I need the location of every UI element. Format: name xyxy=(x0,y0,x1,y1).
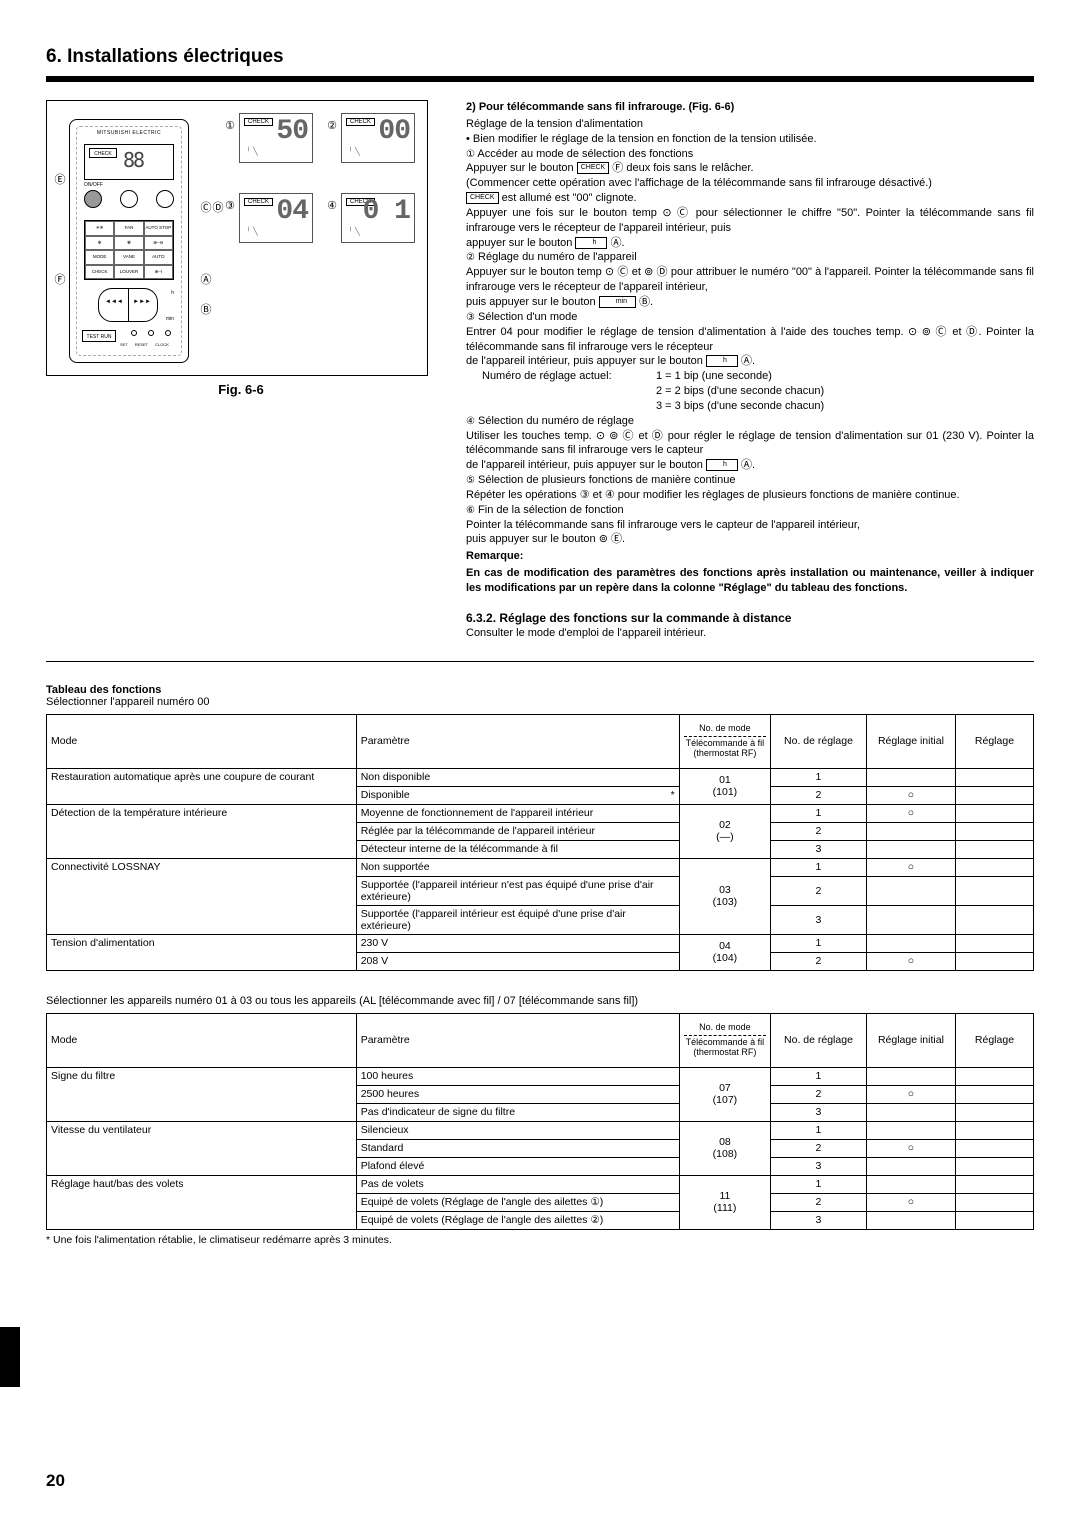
table-between-text: Sélectionner les appareils numéro 01 à 0… xyxy=(46,995,1034,1007)
figure-box: MITSUBISHI ELECTRIC CHECK 88 ON/OFF ☀︎❄︎… xyxy=(46,100,428,376)
remark-label: Remarque: xyxy=(466,549,1034,564)
body-text: ② Réglage du numéro de l'appareil xyxy=(466,250,1034,265)
remote-top-buttons xyxy=(84,190,174,208)
callout-1: ① xyxy=(223,119,237,133)
remote-rocker: ◄◄◄ ►►► xyxy=(98,288,158,322)
figure-caption: Fig. 6-6 xyxy=(46,382,436,397)
table-subtitle: Sélectionner l'appareil numéro 00 xyxy=(46,696,1034,708)
section-rule xyxy=(46,76,1034,82)
body-text: appuyer sur le bouton h Ⓐ. xyxy=(466,236,1034,251)
body-text: CHECK est allumé est "00" clignote. xyxy=(466,191,1034,206)
callout-F: Ⓕ xyxy=(53,271,67,285)
body-text: • Bien modifier le réglage de la tension… xyxy=(466,132,1034,147)
mini-display-2: CHECK 00 ╵ ╲ xyxy=(341,113,415,163)
remote-outline: MITSUBISHI ELECTRIC CHECK 88 ON/OFF ☀︎❄︎… xyxy=(69,119,189,363)
mini-display-4: CHECK 0 1 ╵ ╲ xyxy=(341,193,415,243)
body-text: Numéro de réglage actuel: 1 = 1 bip (une… xyxy=(466,369,1034,384)
test-run-button: TEST RUN xyxy=(82,330,116,342)
page-number: 20 xyxy=(46,1471,65,1491)
body-text: Appuyer sur le bouton temp ⊙ Ⓒ et ⊚ Ⓓ po… xyxy=(466,265,1034,295)
body-text: 3 = 3 bips (d'une seconde chacun) xyxy=(656,399,1034,414)
mini-display-3: CHECK 04 ╵ ╲ xyxy=(239,193,313,243)
callout-3: ③ xyxy=(223,199,237,213)
callout-4: ④ xyxy=(325,199,339,213)
body-text: ④ Sélection du numéro de réglage xyxy=(466,414,1034,429)
body-text: de l'appareil intérieur, puis appuyer su… xyxy=(466,354,1034,369)
remote-screen: CHECK 88 xyxy=(84,144,174,180)
body-text: ① Accéder au mode de sélection des fonct… xyxy=(466,147,1034,162)
functions-table-2: ModeParamètreNo. de modeTélécommande à f… xyxy=(46,1013,1034,1230)
table-footnote: * Une fois l'alimentation rétablie, le c… xyxy=(46,1234,1034,1246)
body-text: puis appuyer sur le bouton ⊚ Ⓔ. xyxy=(466,532,1034,547)
remote-small-buttons xyxy=(126,330,176,336)
remote-brand: MITSUBISHI ELECTRIC xyxy=(70,130,188,136)
mini-display-1: CHECK 50 ╵ ╲ xyxy=(239,113,313,163)
table-title: Tableau des fonctions xyxy=(46,684,1034,696)
body-text: 2 = 2 bips (d'une seconde chacun) xyxy=(656,384,1034,399)
callout-2: ② xyxy=(325,119,339,133)
figure-column: MITSUBISHI ELECTRIC CHECK 88 ON/OFF ☀︎❄︎… xyxy=(46,100,436,641)
side-black-tab xyxy=(0,1327,20,1387)
body-text: Appuyer une fois sur le bouton temp ⊙ Ⓒ … xyxy=(466,206,1034,236)
body-text: Appuyer sur le bouton CHECK Ⓕ deux fois … xyxy=(466,161,1034,176)
functions-table-block: Tableau des fonctions Sélectionner l'app… xyxy=(46,684,1034,1246)
body-text: Réglage de la tension d'alimentation xyxy=(466,117,1034,132)
body-text: puis appuyer sur le bouton min Ⓑ. xyxy=(466,295,1034,310)
subsection-heading: 6.3.2. Réglage des fonctions sur la comm… xyxy=(466,610,1034,626)
callout-B: Ⓑ xyxy=(199,301,213,315)
body-text: Entrer 04 pour modifier le réglage de te… xyxy=(466,325,1034,355)
body-text: Consulter le mode d'emploi de l'appareil… xyxy=(466,626,1034,641)
step-heading: 2) Pour télécommande sans fil infrarouge… xyxy=(466,100,1034,115)
body-text: Répéter les opérations ③ et ④ pour modif… xyxy=(466,488,1034,503)
body-text: de l'appareil intérieur, puis appuyer su… xyxy=(466,458,1034,473)
callout-E: Ⓔ xyxy=(53,171,67,185)
body-text: ⑥ Fin de la sélection de fonction xyxy=(466,503,1034,518)
body-text: (Commencer cette opération avec l'affich… xyxy=(466,176,1034,191)
callout-A: Ⓐ xyxy=(199,271,213,285)
section-title: 6. Installations électriques xyxy=(46,46,1034,68)
functions-table-1: ModeParamètreNo. de modeTélécommande à f… xyxy=(46,714,1034,971)
body-text: Utiliser les touches temp. ⊙ ⊚ Ⓒ et Ⓓ po… xyxy=(466,429,1034,459)
instruction-column: 2) Pour télécommande sans fil infrarouge… xyxy=(466,100,1034,641)
remote-button-grid: ☀︎❄︎FANAUTO STOP✻✾⊕–⊖MODEVANEAUTO STARTC… xyxy=(84,220,174,280)
body-text: ⑤ Sélection de plusieurs fonctions de ma… xyxy=(466,473,1034,488)
body-text: ③ Sélection d'un mode xyxy=(466,310,1034,325)
body-text: Pointer la télécommande sans fil infraro… xyxy=(466,518,1034,533)
remark-text: En cas de modification des paramètres de… xyxy=(466,566,1034,596)
